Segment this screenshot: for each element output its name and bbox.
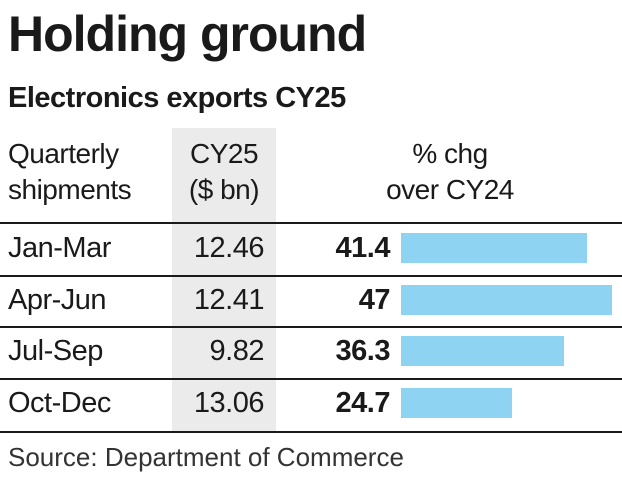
row-quarter-label: Apr-Jun [8, 284, 107, 316]
row-divider [0, 378, 622, 380]
chart-title: Holding ground [8, 6, 367, 62]
row-divider [0, 275, 622, 277]
row-value: 12.46 [193, 232, 265, 264]
row-pct-label: 41.4 [335, 232, 391, 264]
row-divider [0, 326, 622, 328]
header-quarter: Quarterly shipments [8, 136, 132, 208]
header-quarter-line1: Quarterly [8, 138, 119, 169]
header-pct-line2: over CY24 [386, 174, 514, 205]
header-pct: % chg over CY24 [330, 136, 570, 208]
header-value: CY25 ($ bn) [172, 136, 276, 208]
row-pct-label: 36.3 [335, 335, 391, 367]
header-value-line2: ($ bn) [188, 174, 260, 205]
header-quarter-line2: shipments [8, 174, 132, 205]
row-value: 13.06 [193, 387, 265, 419]
pct-bar [401, 233, 587, 263]
value-column-shading [172, 128, 276, 432]
row-pct-label: 24.7 [335, 387, 391, 419]
pct-bar [401, 336, 564, 366]
row-quarter-label: Oct-Dec [8, 387, 111, 419]
header-pct-line1: % chg [412, 138, 488, 169]
pct-bar [401, 285, 612, 315]
row-value: 12.41 [193, 284, 265, 316]
header-value-line1: CY25 [189, 138, 259, 169]
row-quarter-label: Jul-Sep [8, 335, 103, 367]
chart-subtitle: Electronics exports CY25 [8, 82, 346, 114]
pct-bar [401, 388, 512, 418]
row-quarter-label: Jan-Mar [8, 232, 111, 264]
row-divider [0, 222, 622, 224]
row-divider [0, 431, 622, 433]
row-value: 9.82 [209, 335, 265, 367]
row-pct-label: 47 [358, 284, 391, 316]
source-note: Source: Department of Commerce [8, 442, 404, 472]
